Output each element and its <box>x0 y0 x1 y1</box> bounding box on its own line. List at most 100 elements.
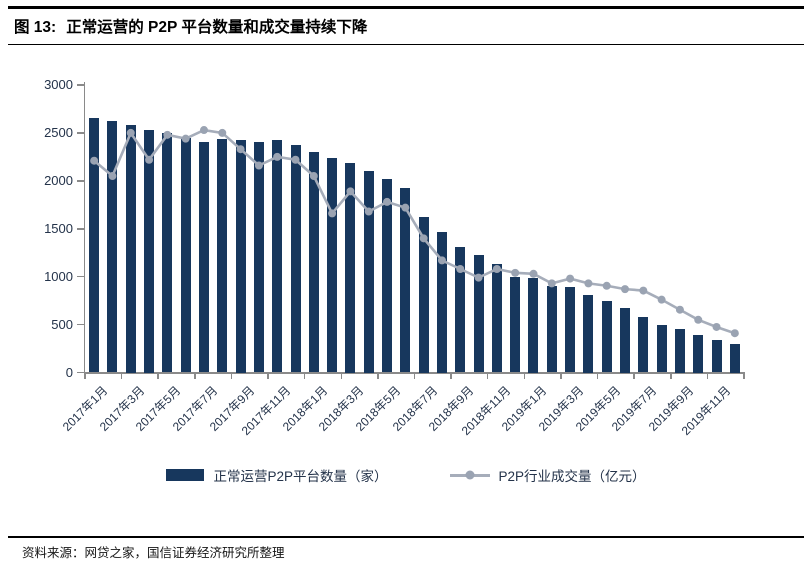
x-tick-mark <box>743 373 745 379</box>
legend-label-line: P2P行业成交量（亿元） <box>498 469 646 484</box>
bar <box>125 125 136 373</box>
bar <box>345 162 356 373</box>
y-tick-mark <box>77 275 84 278</box>
bar <box>510 276 521 373</box>
bar <box>455 246 466 373</box>
y-tick-mark <box>77 323 84 326</box>
x-tick-mark <box>486 373 489 379</box>
figure-title-text: 正常运营的 P2P 平台数量和成交量持续下降 <box>66 19 368 36</box>
line-marker <box>328 209 337 218</box>
footer-rule <box>8 536 804 538</box>
bar <box>711 340 722 373</box>
line-marker <box>273 152 282 161</box>
bar <box>546 285 557 373</box>
line-marker <box>492 265 501 273</box>
legend-item-bars: 正常运营P2P平台数量（家） <box>166 465 388 485</box>
line-marker <box>364 207 373 216</box>
line-marker <box>199 126 208 135</box>
bar <box>583 294 594 373</box>
x-tick-mark <box>377 373 379 379</box>
x-tick-mark <box>194 373 196 379</box>
x-tick-mark <box>413 373 416 379</box>
bar <box>363 171 374 373</box>
bar <box>162 133 173 373</box>
line-path <box>93 128 736 335</box>
bar <box>491 264 502 373</box>
y-tick-label: 1000 <box>44 268 73 284</box>
x-tick-mark <box>303 373 306 379</box>
legend-item-line: P2P行业成交量（亿元） <box>449 465 646 485</box>
x-tick-mark <box>633 373 635 379</box>
line-marker <box>291 155 300 164</box>
line-marker <box>547 279 556 288</box>
bar <box>656 324 667 373</box>
bar <box>290 144 301 373</box>
bar <box>400 187 411 373</box>
x-tick-mark <box>267 373 269 379</box>
line-marker <box>218 128 227 137</box>
line-marker <box>145 155 154 164</box>
y-tick-mark <box>77 132 84 134</box>
x-tick-mark <box>596 373 599 379</box>
line-marker <box>108 172 117 181</box>
line-marker <box>511 268 520 277</box>
y-tick-label: 2500 <box>44 124 73 140</box>
bar <box>235 139 246 373</box>
line-marker <box>474 273 483 282</box>
figure-title: 图 13: 正常运营的 P2P 平台数量和成交量持续下降 <box>14 15 367 37</box>
line-marker <box>712 322 721 331</box>
line-marker <box>621 285 630 294</box>
bar <box>620 307 630 373</box>
line-marker <box>90 156 99 165</box>
top-rule <box>8 6 804 9</box>
title-underline-rule <box>8 44 804 45</box>
line-marker <box>566 274 575 283</box>
bar <box>382 178 393 373</box>
bar <box>272 140 283 373</box>
line-marker <box>309 172 318 181</box>
line-series <box>90 126 739 338</box>
legend-label-bars: 正常运营P2P平台数量（家） <box>213 469 388 484</box>
y-tick-label: 1500 <box>44 220 73 236</box>
bar <box>601 301 612 373</box>
line-marker <box>126 128 135 137</box>
y-tick-mark <box>77 371 84 374</box>
y-tick-label: 500 <box>51 316 73 332</box>
line-marker <box>419 234 428 243</box>
line-marker <box>401 203 410 212</box>
bar <box>198 142 209 373</box>
x-tick-mark <box>340 373 343 379</box>
bar <box>327 157 338 373</box>
x-tick-mark <box>230 373 233 379</box>
line-series-swatch <box>449 470 490 480</box>
y-axis-line <box>83 82 85 375</box>
line-marker <box>657 295 666 304</box>
bar <box>253 142 264 373</box>
y-tick-label: 0 <box>65 364 73 380</box>
x-tick-mark <box>670 373 672 379</box>
y-tick-label: 3000 <box>44 77 73 92</box>
bar <box>308 152 319 373</box>
bar-series-swatch <box>166 469 205 481</box>
line-marker <box>584 279 593 288</box>
y-tick-label: 2000 <box>44 172 73 188</box>
bar <box>674 329 685 373</box>
bar <box>436 231 447 373</box>
line-marker <box>639 286 648 295</box>
line-marker <box>675 305 684 314</box>
bar <box>107 121 118 373</box>
bar <box>528 277 539 373</box>
bar <box>144 129 155 373</box>
x-tick-mark <box>450 373 452 379</box>
line-marker <box>730 329 739 338</box>
line-marker <box>163 130 172 139</box>
source-note: 资料来源：网贷之家，国信证券经济研究所整理 <box>22 546 285 560</box>
x-axis-line <box>83 372 745 374</box>
bar <box>565 287 576 373</box>
bar <box>89 117 100 373</box>
y-tick-mark <box>77 228 84 230</box>
x-tick-mark <box>120 373 123 379</box>
y-tick-mark <box>77 180 84 182</box>
